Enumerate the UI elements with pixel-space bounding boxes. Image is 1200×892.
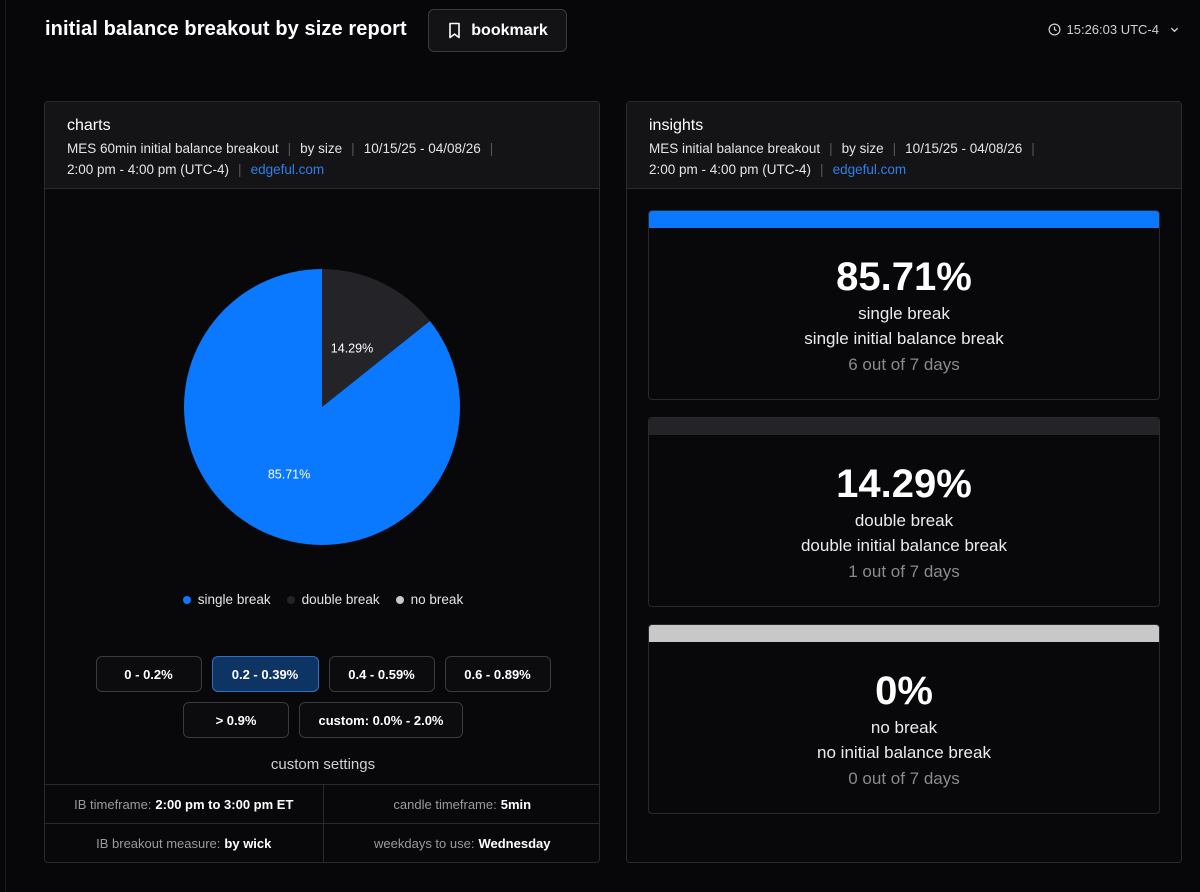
insight-label: single break <box>858 304 950 323</box>
size-button-0.2-0.39[interactable]: 0.2 - 0.39% <box>211 656 319 692</box>
ib-timeframe-value: 2:00 pm to 3:00 pm ET <box>155 796 294 812</box>
weekdays-label: weekdays to use: <box>374 836 475 851</box>
insights-panel-header: insights MES initial balance breakout | by… <box>627 102 1181 189</box>
insight-card-single-break: 85.71% single break single initial balan… <box>648 210 1160 400</box>
candle-timeframe-setting[interactable]: candle timeframe: 5min <box>322 785 600 823</box>
legend-label: single break <box>197 592 271 607</box>
edgeful-link[interactable]: edgeful.com <box>832 162 907 177</box>
size-button-over-0.9[interactable]: > 0.9% <box>183 702 289 738</box>
insights-meta-line-2: 2:00 pm - 4:00 pm (UTC-4) | edgeful.com <box>649 162 907 177</box>
insight-color-bar <box>649 418 1159 435</box>
charts-panel-title: charts <box>67 117 111 134</box>
bookmark-button[interactable]: bookmark <box>428 9 567 52</box>
insight-days: 6 out of 7 days <box>848 355 960 374</box>
size-filter-row-1: 0 - 0.2% 0.2 - 0.39% 0.4 - 0.59% 0.6 - 0… <box>45 656 599 692</box>
chevron-down-icon <box>1170 27 1179 33</box>
legend-label: double break <box>301 592 380 607</box>
insights-meta-line-1: MES initial balance breakout | by size | 10/… <box>649 141 1035 156</box>
insights-panel-title: insights <box>649 117 704 134</box>
left-divider <box>5 0 6 892</box>
charts-panel: charts MES 60min initial balance breakou… <box>44 101 600 863</box>
custom-settings-title: custom settings <box>270 756 376 773</box>
settings-row: IB breakout measure: by wick weekdays to … <box>45 824 600 862</box>
meta-date-range: 10/15/25 - 04/08/26 <box>363 141 481 156</box>
insight-description: double initial balance break <box>800 536 1008 555</box>
insight-card-double-break: 14.29% double break double initial balan… <box>648 417 1160 607</box>
pie-slice-label: 85.71% <box>268 468 310 482</box>
ib-breakout-measure-label: IB breakout measure: <box>96 836 221 851</box>
clock-icon <box>1048 23 1060 36</box>
meta-session: 2:00 pm - 4:00 pm (UTC-4) <box>649 162 812 177</box>
charts-meta-line-1: MES 60min initial balance breakout | by si… <box>67 141 494 156</box>
insight-percent: 0% <box>875 669 933 713</box>
meta-session: 2:00 pm - 4:00 pm (UTC-4) <box>67 162 230 177</box>
size-button-0-0.2[interactable]: 0 - 0.2% <box>95 656 202 692</box>
pie-chart: 14.29% 85.71% <box>45 190 599 570</box>
legend-item-double-break[interactable]: double break <box>286 592 380 607</box>
meta-instrument: MES initial balance breakout <box>649 141 821 156</box>
legend-dot-no-break <box>395 595 404 604</box>
ib-timeframe-setting[interactable]: IB timeframe: 2:00 pm to 3:00 pm ET <box>45 785 323 823</box>
size-filter-row-2: > 0.9% custom: 0.0% - 2.0% <box>45 702 599 738</box>
meta-mode: by size <box>300 141 343 156</box>
charts-panel-header: charts MES 60min initial balance breakou… <box>45 102 599 189</box>
insight-percent: 14.29% <box>836 462 972 506</box>
candle-timeframe-label: candle timeframe: <box>393 796 497 812</box>
weekdays-value: Wednesday <box>478 836 551 851</box>
meta-instrument: MES 60min initial balance breakout <box>67 141 279 156</box>
legend-dot-single-break <box>182 595 191 604</box>
meta-mode: by size <box>841 141 884 156</box>
bookmark-icon <box>449 22 461 39</box>
bookmark-label: bookmark <box>471 21 548 39</box>
weekdays-setting[interactable]: weekdays to use: Wednesday <box>322 824 600 862</box>
insight-days: 0 out of 7 days <box>848 769 960 788</box>
insight-days: 1 out of 7 days <box>848 562 960 581</box>
pie-slice-double-break[interactable] <box>322 269 430 407</box>
insight-label: no break <box>870 718 938 737</box>
legend-dot-double-break <box>286 595 295 604</box>
size-button-0.4-0.59[interactable]: 0.4 - 0.59% <box>328 656 435 692</box>
size-button-custom[interactable]: custom: 0.0% - 2.0% <box>299 702 463 738</box>
insight-color-bar <box>649 625 1159 642</box>
legend-label: no break <box>410 592 464 607</box>
chart-legend: single break double break no break <box>45 592 599 607</box>
size-button-0.6-0.89[interactable]: 0.6 - 0.89% <box>444 656 551 692</box>
legend-item-single-break[interactable]: single break <box>182 592 271 607</box>
insight-description: no initial balance break <box>817 743 991 762</box>
candle-timeframe-value: 5min <box>500 796 532 812</box>
insight-card-no-break: 0% no break no initial balance break 0 o… <box>648 624 1160 814</box>
page-title: initial balance breakout by size report <box>45 18 407 40</box>
insight-percent: 85.71% <box>836 255 972 299</box>
meta-date-range: 10/15/25 - 04/08/26 <box>905 141 1023 156</box>
insight-color-bar <box>649 211 1159 228</box>
size-filter-group: 0 - 0.2% 0.2 - 0.39% 0.4 - 0.59% 0.6 - 0… <box>45 656 599 748</box>
legend-item-no-break[interactable]: no break <box>395 592 464 607</box>
custom-settings-grid: IB timeframe: 2:00 pm to 3:00 pm ET candl… <box>45 784 600 862</box>
insights-panel: insights MES initial balance breakout | by… <box>626 101 1182 863</box>
insight-description: single initial balance break <box>804 329 1004 348</box>
insight-label: double break <box>854 511 954 530</box>
ib-timeframe-label: IB timeframe: <box>74 796 152 812</box>
charts-meta-line-2: 2:00 pm - 4:00 pm (UTC-4) | edgeful.com <box>67 162 325 177</box>
edgeful-link[interactable]: edgeful.com <box>250 162 325 177</box>
settings-row: IB timeframe: 2:00 pm to 3:00 pm ET candl… <box>45 785 600 824</box>
timezone-clock[interactable]: 15:26:03 UTC-4 <box>1048 22 1181 37</box>
pie-slice-single-break[interactable] <box>184 269 461 545</box>
ib-breakout-measure-setting[interactable]: IB breakout measure: by wick <box>45 824 323 862</box>
pie-slice-label: 14.29% <box>331 341 373 355</box>
ib-breakout-measure-value: by wick <box>224 836 272 851</box>
clock-text: 15:26:03 UTC-4 <box>1066 22 1160 37</box>
